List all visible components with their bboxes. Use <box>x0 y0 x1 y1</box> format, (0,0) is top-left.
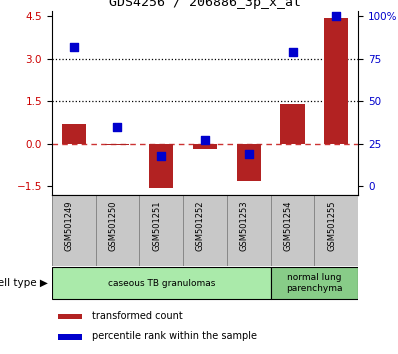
Bar <box>324 18 348 144</box>
Bar <box>58 335 82 340</box>
Point <box>333 13 339 19</box>
Text: cell type ▶: cell type ▶ <box>0 278 48 288</box>
Bar <box>271 267 358 299</box>
Bar <box>58 314 82 319</box>
Bar <box>139 195 183 266</box>
Point <box>289 49 296 55</box>
Title: GDS4256 / 206886_3p_x_at: GDS4256 / 206886_3p_x_at <box>109 0 301 10</box>
Bar <box>193 144 217 149</box>
Text: GSM501252: GSM501252 <box>196 200 205 251</box>
Bar <box>183 195 227 266</box>
Bar <box>271 195 314 266</box>
Bar <box>314 195 358 266</box>
Bar <box>237 144 261 181</box>
Bar <box>52 195 96 266</box>
Point <box>202 137 208 143</box>
Bar <box>96 195 139 266</box>
Text: GSM501253: GSM501253 <box>240 200 249 251</box>
Bar <box>227 195 271 266</box>
Text: normal lung
parenchyma: normal lung parenchyma <box>286 274 343 293</box>
Text: caseous TB granulomas: caseous TB granulomas <box>107 279 215 288</box>
Bar <box>105 144 129 145</box>
Text: GSM501249: GSM501249 <box>64 200 74 251</box>
Text: GSM501255: GSM501255 <box>327 200 336 251</box>
Text: transformed count: transformed count <box>92 310 182 321</box>
Bar <box>52 267 271 299</box>
Text: GSM501254: GSM501254 <box>283 200 293 251</box>
Bar <box>62 124 86 144</box>
Text: GSM501251: GSM501251 <box>152 200 161 251</box>
Point <box>158 153 164 159</box>
Point <box>114 124 121 130</box>
Point <box>70 44 77 50</box>
Text: percentile rank within the sample: percentile rank within the sample <box>92 331 257 341</box>
Bar <box>281 104 304 144</box>
Point <box>246 151 252 157</box>
Bar <box>149 144 173 188</box>
Text: GSM501250: GSM501250 <box>108 200 117 251</box>
